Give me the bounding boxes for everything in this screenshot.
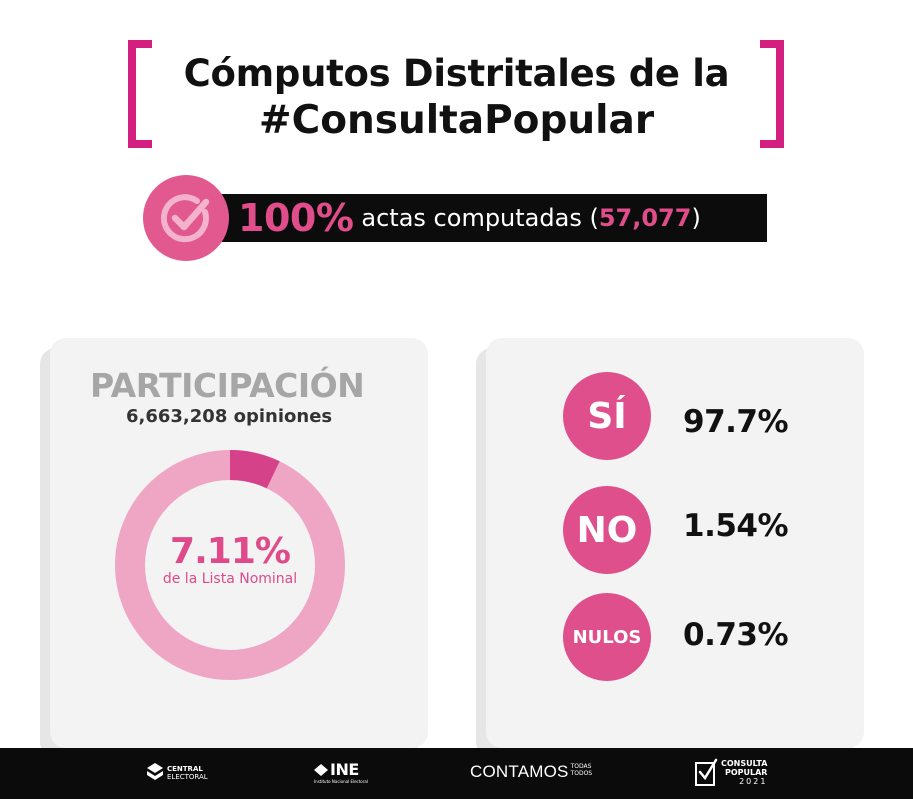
central-electoral-logo: CENTRAL ELECTORAL (146, 762, 208, 784)
page-title-line1: Cómputos Distritales de la (183, 52, 730, 95)
option-no-value: 1.54% (683, 508, 789, 544)
actas-text: 100% actas computadas ( 57,077 ) (238, 194, 701, 242)
actas-count: 57,077 (598, 204, 692, 232)
option-nulos-badge: NULOS (563, 593, 651, 681)
ine-subtitle: Instituto Nacional Electoral (314, 779, 368, 784)
contamos-text: CONTAMOS (470, 762, 569, 781)
donut-participation-segment (230, 450, 280, 489)
actas-label: actas computadas ( (361, 204, 599, 232)
option-si-value: 97.7% (683, 404, 789, 440)
central-electoral-icon (147, 763, 163, 780)
participation-donut-chart (115, 450, 345, 680)
contamos-logo: CONTAMOS TODAS TODOS (470, 762, 592, 782)
contamos-todos: TODOS (570, 770, 593, 777)
central-electoral-line1: CENTRAL (167, 765, 203, 773)
consulta-line2: POPULAR (724, 767, 768, 777)
ine-emblem-icon (314, 763, 328, 776)
contamos-todas: TODAS (570, 763, 592, 770)
actas-close: ) (691, 204, 701, 232)
actas-banner (195, 194, 767, 242)
consulta-popular-logo: CONSULTA POPULAR 2021 (694, 757, 767, 787)
donut-caption: de la Lista Nominal (162, 571, 298, 587)
participation-card (50, 338, 428, 748)
consulta-line1: CONSULTA (721, 758, 768, 768)
consulta-year: 2021 (739, 776, 768, 786)
page-title-line2: #ConsultaPopular (258, 98, 655, 143)
footer-bar (0, 748, 913, 799)
option-no-badge: NO (563, 486, 651, 574)
title-right-bracket (760, 40, 784, 148)
ine-text: INE (330, 760, 359, 779)
option-si-badge: SÍ (563, 372, 651, 460)
actas-percent: 100% (238, 196, 354, 240)
central-electoral-line2: ELECTORAL (167, 773, 208, 781)
participation-title: PARTICIPACIÓN (90, 366, 365, 405)
donut-percent: 7.11% (170, 531, 291, 572)
ballot-check-icon (695, 758, 718, 786)
option-nulos-value: 0.73% (683, 617, 789, 653)
title-left-bracket (128, 40, 152, 148)
participation-opinions: 6,663,208 opiniones (126, 406, 333, 427)
check-circle-icon (143, 175, 229, 261)
ine-logo: INE Instituto Nacional Electoral (314, 760, 368, 784)
results-card (486, 338, 864, 748)
